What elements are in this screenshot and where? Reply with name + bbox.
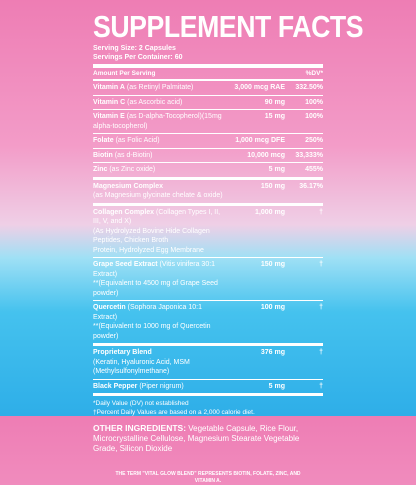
nutrient-note: (as d-Biotin)	[114, 151, 153, 159]
nutrient-row: Quercetin (Sophora Japonica 10:1 Extract…	[93, 301, 323, 346]
nutrient-subline: **(Equivalent to 4500 mg of Grape Seed p…	[93, 280, 218, 297]
amount: 10,000 mcg	[247, 151, 285, 159]
serving-size: Serving Size: 2 Capsules	[93, 45, 176, 52]
nutrient-name: Vitamin C	[93, 98, 126, 106]
nutrient-note: (as Zinc oxide)	[109, 166, 156, 173]
nutrient-row: Proprietary Blend (Keratin, Hyaluronic Ac…	[93, 346, 323, 380]
nutrient-cell: Black Pepper (Piper nigrum)	[93, 382, 223, 392]
nutrient-note: (as Folic Acid)	[115, 137, 160, 144]
footer: THE TERM "VITAL GLOW BLEND" REPRESENTS B…	[115, 471, 301, 484]
nutrient-cell: Vitamin A (as Retinyl Palmitate)	[93, 83, 223, 93]
amount: 150 mg	[260, 182, 285, 190]
daily-value: 100%	[305, 98, 323, 106]
nutrient-note: (as Retinyl Palmitate)	[126, 84, 194, 91]
footnote: *Daily Value (DV) not established	[93, 400, 189, 407]
nutrient-row: Vitamin E (as D-alpha-Tocopherol)(15mg a…	[93, 110, 323, 134]
amount: 1,000 mg	[255, 208, 285, 216]
nutrient-cell: Grape Seed Extract (Vitis vinifera 30:1 …	[93, 260, 223, 298]
nutrient-note: (as Ascorbic acid)	[127, 98, 183, 106]
nutrient-subline: Protein, Hydrolyzed Egg Membrane	[93, 246, 204, 254]
title: SUPPLEMENT FACTS	[93, 9, 364, 44]
nutrient-row: Zinc (as Zinc oxide) 5 mg 455%	[93, 163, 323, 180]
amount: 376 mg	[260, 349, 285, 356]
other-ingredients: OTHER INGREDIENTS: Vegetable Capsule, Ri…	[93, 423, 323, 454]
nutrient-name: Proprietary Blend	[93, 349, 152, 356]
amount-header: Amount Per Serving	[93, 70, 156, 77]
nutrient-name: Vitamin A	[93, 84, 125, 91]
nutrient-name: Folate	[93, 137, 114, 144]
amount: 90 mg	[264, 98, 285, 106]
nutrient-cell: Biotin (as d-Biotin)	[93, 151, 223, 161]
daily-value: 455%	[305, 166, 323, 173]
table-header: Amount Per Serving %DV*	[93, 68, 323, 81]
nutrient-cell: Magnesium Complex (as Magnesium glycinate…	[93, 182, 223, 201]
page: SUPPLEMENT FACTS Serving Size: 2 Capsule…	[0, 0, 416, 416]
amount: 1,000 mcg DFE	[235, 137, 285, 144]
nutrient-note: (Collagen Types I, II, III, V, and X)	[93, 208, 221, 226]
amount: 15 mg	[264, 113, 285, 120]
amount: 5 mg	[268, 166, 285, 173]
nutrient-name: Vitamin E	[93, 113, 125, 120]
footnote: †Percent Daily Values are based on a 2,0…	[93, 409, 255, 416]
nutrient-subline: **(Equivalent to 1000 mg of Quercetin po…	[93, 323, 211, 340]
dv-header: %DV*	[305, 70, 323, 77]
nutrient-row: Biotin (as d-Biotin) 10,000 mcg 33,333%	[93, 149, 323, 163]
nutrient-subline: (As Hydrolyzed Bovine Hide Collagen Pept…	[93, 227, 210, 245]
amount: 3,000 mcg RAE	[234, 84, 285, 91]
supplement-label: SUPPLEMENT FACTS Serving Size: 2 Capsule…	[93, 9, 364, 485]
nutrient-subline: (Methylsulfonylmethane)	[93, 368, 170, 375]
nutrient-row: Magnesium Complex (as Magnesium glycinate…	[93, 180, 323, 206]
nutrient-row: Black Pepper (Piper nigrum) 5 mg †	[93, 380, 323, 396]
nutrient-row: Collagen Complex (Collagen Types I, II, …	[93, 206, 323, 258]
nutrient-name: Biotin	[93, 151, 113, 159]
nutrient-name: Collagen Complex	[93, 208, 155, 216]
daily-value: 33,333%	[295, 151, 323, 159]
nutrient-cell: Vitamin C (as Ascorbic acid)	[93, 98, 223, 108]
nutrient-note: (Piper nigrum)	[139, 382, 184, 390]
divider	[93, 64, 323, 68]
amount: 100 mg	[260, 304, 285, 311]
daily-value: 250%	[305, 137, 323, 144]
footnotes: *Daily Value (DV) not established †Percen…	[93, 399, 323, 417]
daily-value: †	[319, 304, 323, 311]
rows: Vitamin A (as Retinyl Palmitate) 3,000 mc…	[93, 81, 323, 396]
daily-value: 100%	[305, 113, 323, 120]
servings-per-container: Servings Per Container: 60	[93, 54, 183, 61]
nutrient-row: Folate (as Folic Acid) 1,000 mcg DFE 250%	[93, 134, 323, 149]
nutrient-row: Vitamin A (as Retinyl Palmitate) 3,000 mc…	[93, 81, 323, 96]
daily-value: †	[319, 261, 323, 268]
daily-value: 36.17%	[299, 182, 323, 190]
daily-value: †	[319, 349, 323, 356]
nutrient-cell: Vitamin E (as D-alpha-Tocopherol)(15mg a…	[93, 112, 223, 131]
nutrient-name: Grape Seed Extract	[93, 261, 158, 268]
nutrient-note: (Vitis vinifera 30:1 Extract)	[93, 261, 216, 278]
amount: 5 mg	[268, 382, 285, 390]
nutrient-cell: Zinc (as Zinc oxide)	[93, 165, 223, 175]
nutrient-name: Quercetin	[93, 304, 126, 311]
nutrient-row: Grape Seed Extract (Vitis vinifera 30:1 …	[93, 258, 323, 301]
other-label: OTHER INGREDIENTS:	[93, 423, 187, 433]
nutrient-cell: Proprietary Blend (Keratin, Hyaluronic Ac…	[93, 348, 223, 377]
nutrient-row: Vitamin C (as Ascorbic acid) 90 mg 100%	[93, 96, 323, 110]
daily-value: †	[319, 208, 323, 216]
nutrient-subline: (as Magnesium glycinate chelate & oxide)	[93, 192, 223, 199]
nutrient-cell: Folate (as Folic Acid)	[93, 136, 223, 146]
nutrient-name: Black Pepper	[93, 382, 138, 390]
nutrient-cell: Quercetin (Sophora Japonica 10:1 Extract…	[93, 303, 223, 341]
amount: 150 mg	[260, 261, 285, 268]
nutrient-name: Magnesium Complex	[93, 182, 164, 190]
daily-value: 332.50%	[295, 84, 323, 91]
nutrient-name: Zinc	[93, 166, 108, 173]
daily-value: †	[319, 382, 323, 390]
nutrient-note: (as D-alpha-Tocopherol)(15mg alpha-tocop…	[93, 113, 222, 130]
nutrient-cell: Collagen Complex (Collagen Types I, II, …	[93, 208, 223, 256]
nutrient-subline: (Keratin, Hyaluronic Acid, MSM	[93, 358, 190, 366]
nutrient-note: (Sophora Japonica 10:1 Extract)	[93, 304, 202, 321]
